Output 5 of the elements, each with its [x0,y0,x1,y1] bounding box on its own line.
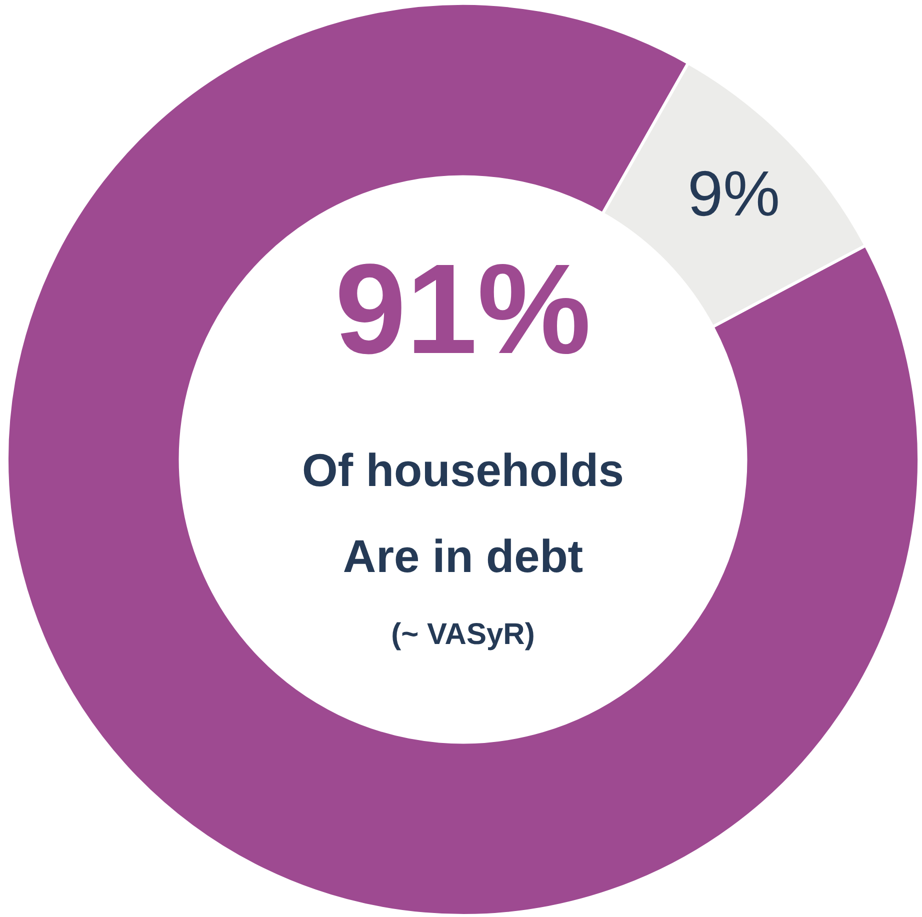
data-label: 9% [688,158,780,230]
text: Are in debt [342,530,584,582]
data-label: 91% [334,238,592,381]
text: Of households [302,444,624,496]
text: (~ VASyR) [391,618,535,651]
